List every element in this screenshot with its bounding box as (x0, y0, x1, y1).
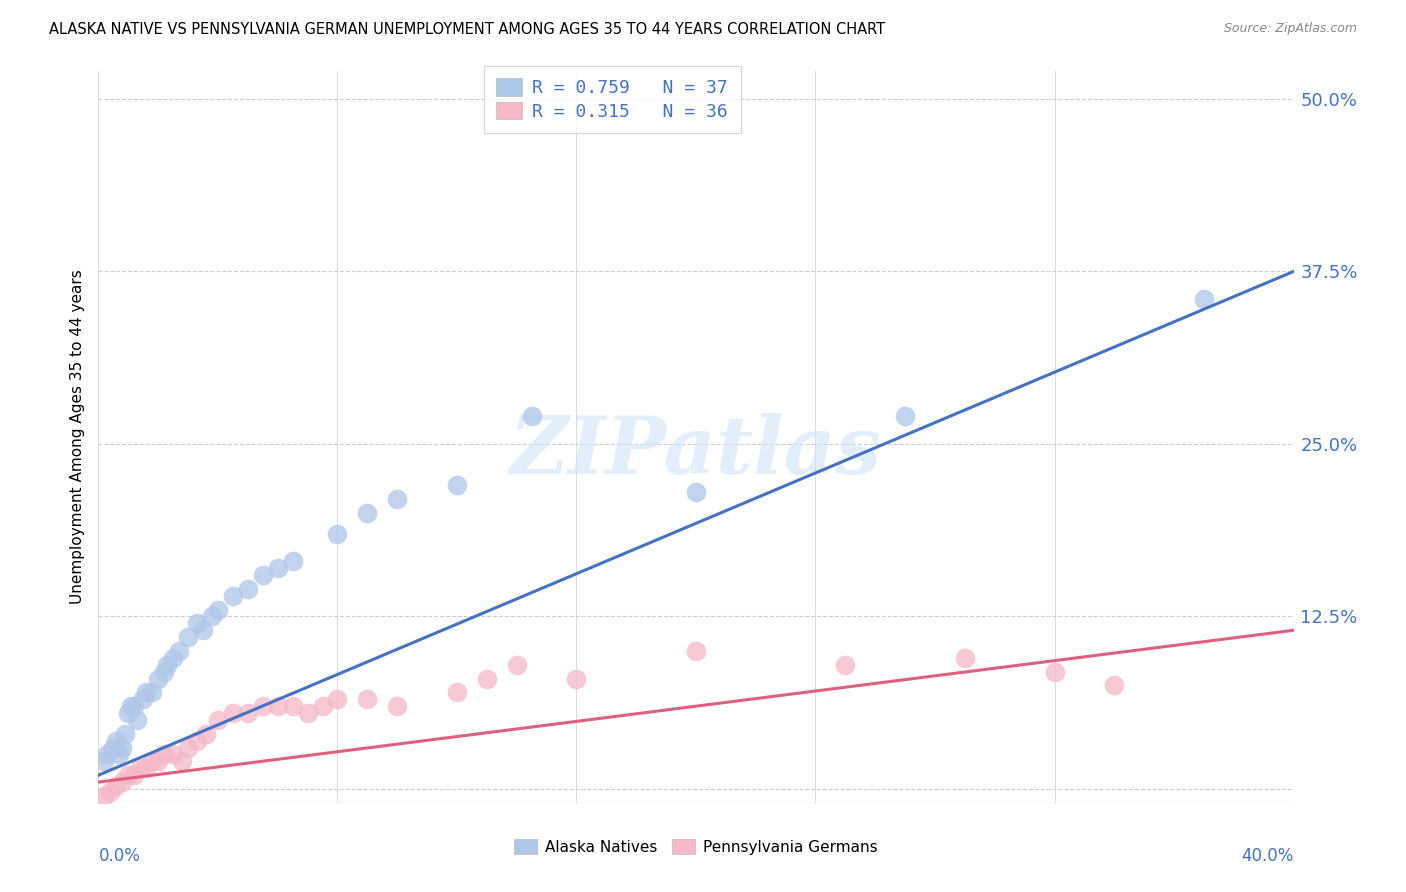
Point (153, 747, 176, 762)
Point (236, 706, 259, 720)
Text: 0.0%: 0.0% (98, 847, 141, 864)
Point (207, 713, 229, 727)
Point (385, 699, 409, 714)
Point (120, 699, 142, 714)
Point (475, 672, 498, 686)
Point (124, 699, 146, 714)
Point (326, 692, 349, 706)
Point (506, 657, 529, 672)
Point (117, 706, 139, 720)
Point (565, 672, 588, 686)
Point (356, 692, 378, 706)
Point (311, 699, 333, 714)
Point (129, 761, 152, 775)
Point (236, 582, 259, 596)
Point (111, 775, 134, 789)
Point (446, 478, 468, 492)
Point (222, 589, 245, 603)
Point (148, 672, 170, 686)
Point (141, 755, 163, 769)
Point (105, 779, 128, 793)
Point (93, 755, 115, 769)
Point (1192, 292, 1215, 306)
Point (297, 706, 319, 720)
Point (141, 685, 163, 699)
Point (281, 554, 304, 568)
Point (114, 727, 136, 741)
Point (326, 526, 349, 541)
Y-axis label: Unemployment Among Ages 35 to 44 years: Unemployment Among Ages 35 to 44 years (69, 269, 84, 605)
Point (186, 733, 208, 747)
Point (162, 651, 184, 665)
Point (281, 699, 304, 714)
Point (103, 740, 125, 755)
Point (135, 685, 157, 699)
Point (446, 685, 468, 699)
Text: Source: ZipAtlas.com: Source: ZipAtlas.com (1223, 22, 1357, 36)
Point (356, 506, 378, 520)
Point (252, 568, 274, 582)
Point (132, 692, 155, 706)
Point (385, 492, 409, 507)
Point (124, 768, 146, 782)
Point (267, 699, 290, 714)
Point (156, 657, 179, 672)
Point (117, 768, 139, 782)
Text: ZIPatlas: ZIPatlas (510, 413, 882, 491)
Point (177, 740, 200, 755)
Point (172, 755, 194, 769)
Point (207, 602, 229, 616)
Point (108, 747, 131, 762)
Point (93, 789, 115, 803)
Point (162, 747, 184, 762)
Legend: Alaska Natives, Pennsylvania Germans: Alaska Natives, Pennsylvania Germans (508, 833, 884, 861)
Point (98, 785, 122, 799)
Point (148, 755, 170, 769)
Point (96, 747, 118, 762)
Point (177, 630, 200, 644)
Point (685, 644, 707, 658)
Point (834, 657, 856, 672)
Point (267, 561, 290, 575)
Point (894, 409, 917, 424)
Point (127, 713, 149, 727)
Text: ALASKA NATIVE VS PENNSYLVANIA GERMAN UNEMPLOYMENT AMONG AGES 35 TO 44 YEARS CORR: ALASKA NATIVE VS PENNSYLVANIA GERMAN UNE… (49, 22, 886, 37)
Point (167, 644, 190, 658)
Point (135, 761, 157, 775)
Point (1104, 678, 1126, 692)
Point (191, 624, 214, 638)
Point (1043, 665, 1066, 679)
Point (153, 665, 176, 679)
Point (222, 706, 245, 720)
Point (105, 733, 128, 747)
Point (201, 609, 224, 624)
Point (195, 727, 218, 741)
Point (520, 409, 543, 424)
Point (252, 699, 274, 714)
Point (953, 651, 976, 665)
Point (186, 616, 208, 631)
Point (111, 740, 134, 755)
Point (685, 485, 707, 500)
Text: 40.0%: 40.0% (1241, 847, 1294, 864)
